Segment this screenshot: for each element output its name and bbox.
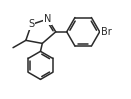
Text: N: N [44,14,51,24]
Text: S: S [28,20,34,30]
Text: Br: Br [101,27,112,37]
